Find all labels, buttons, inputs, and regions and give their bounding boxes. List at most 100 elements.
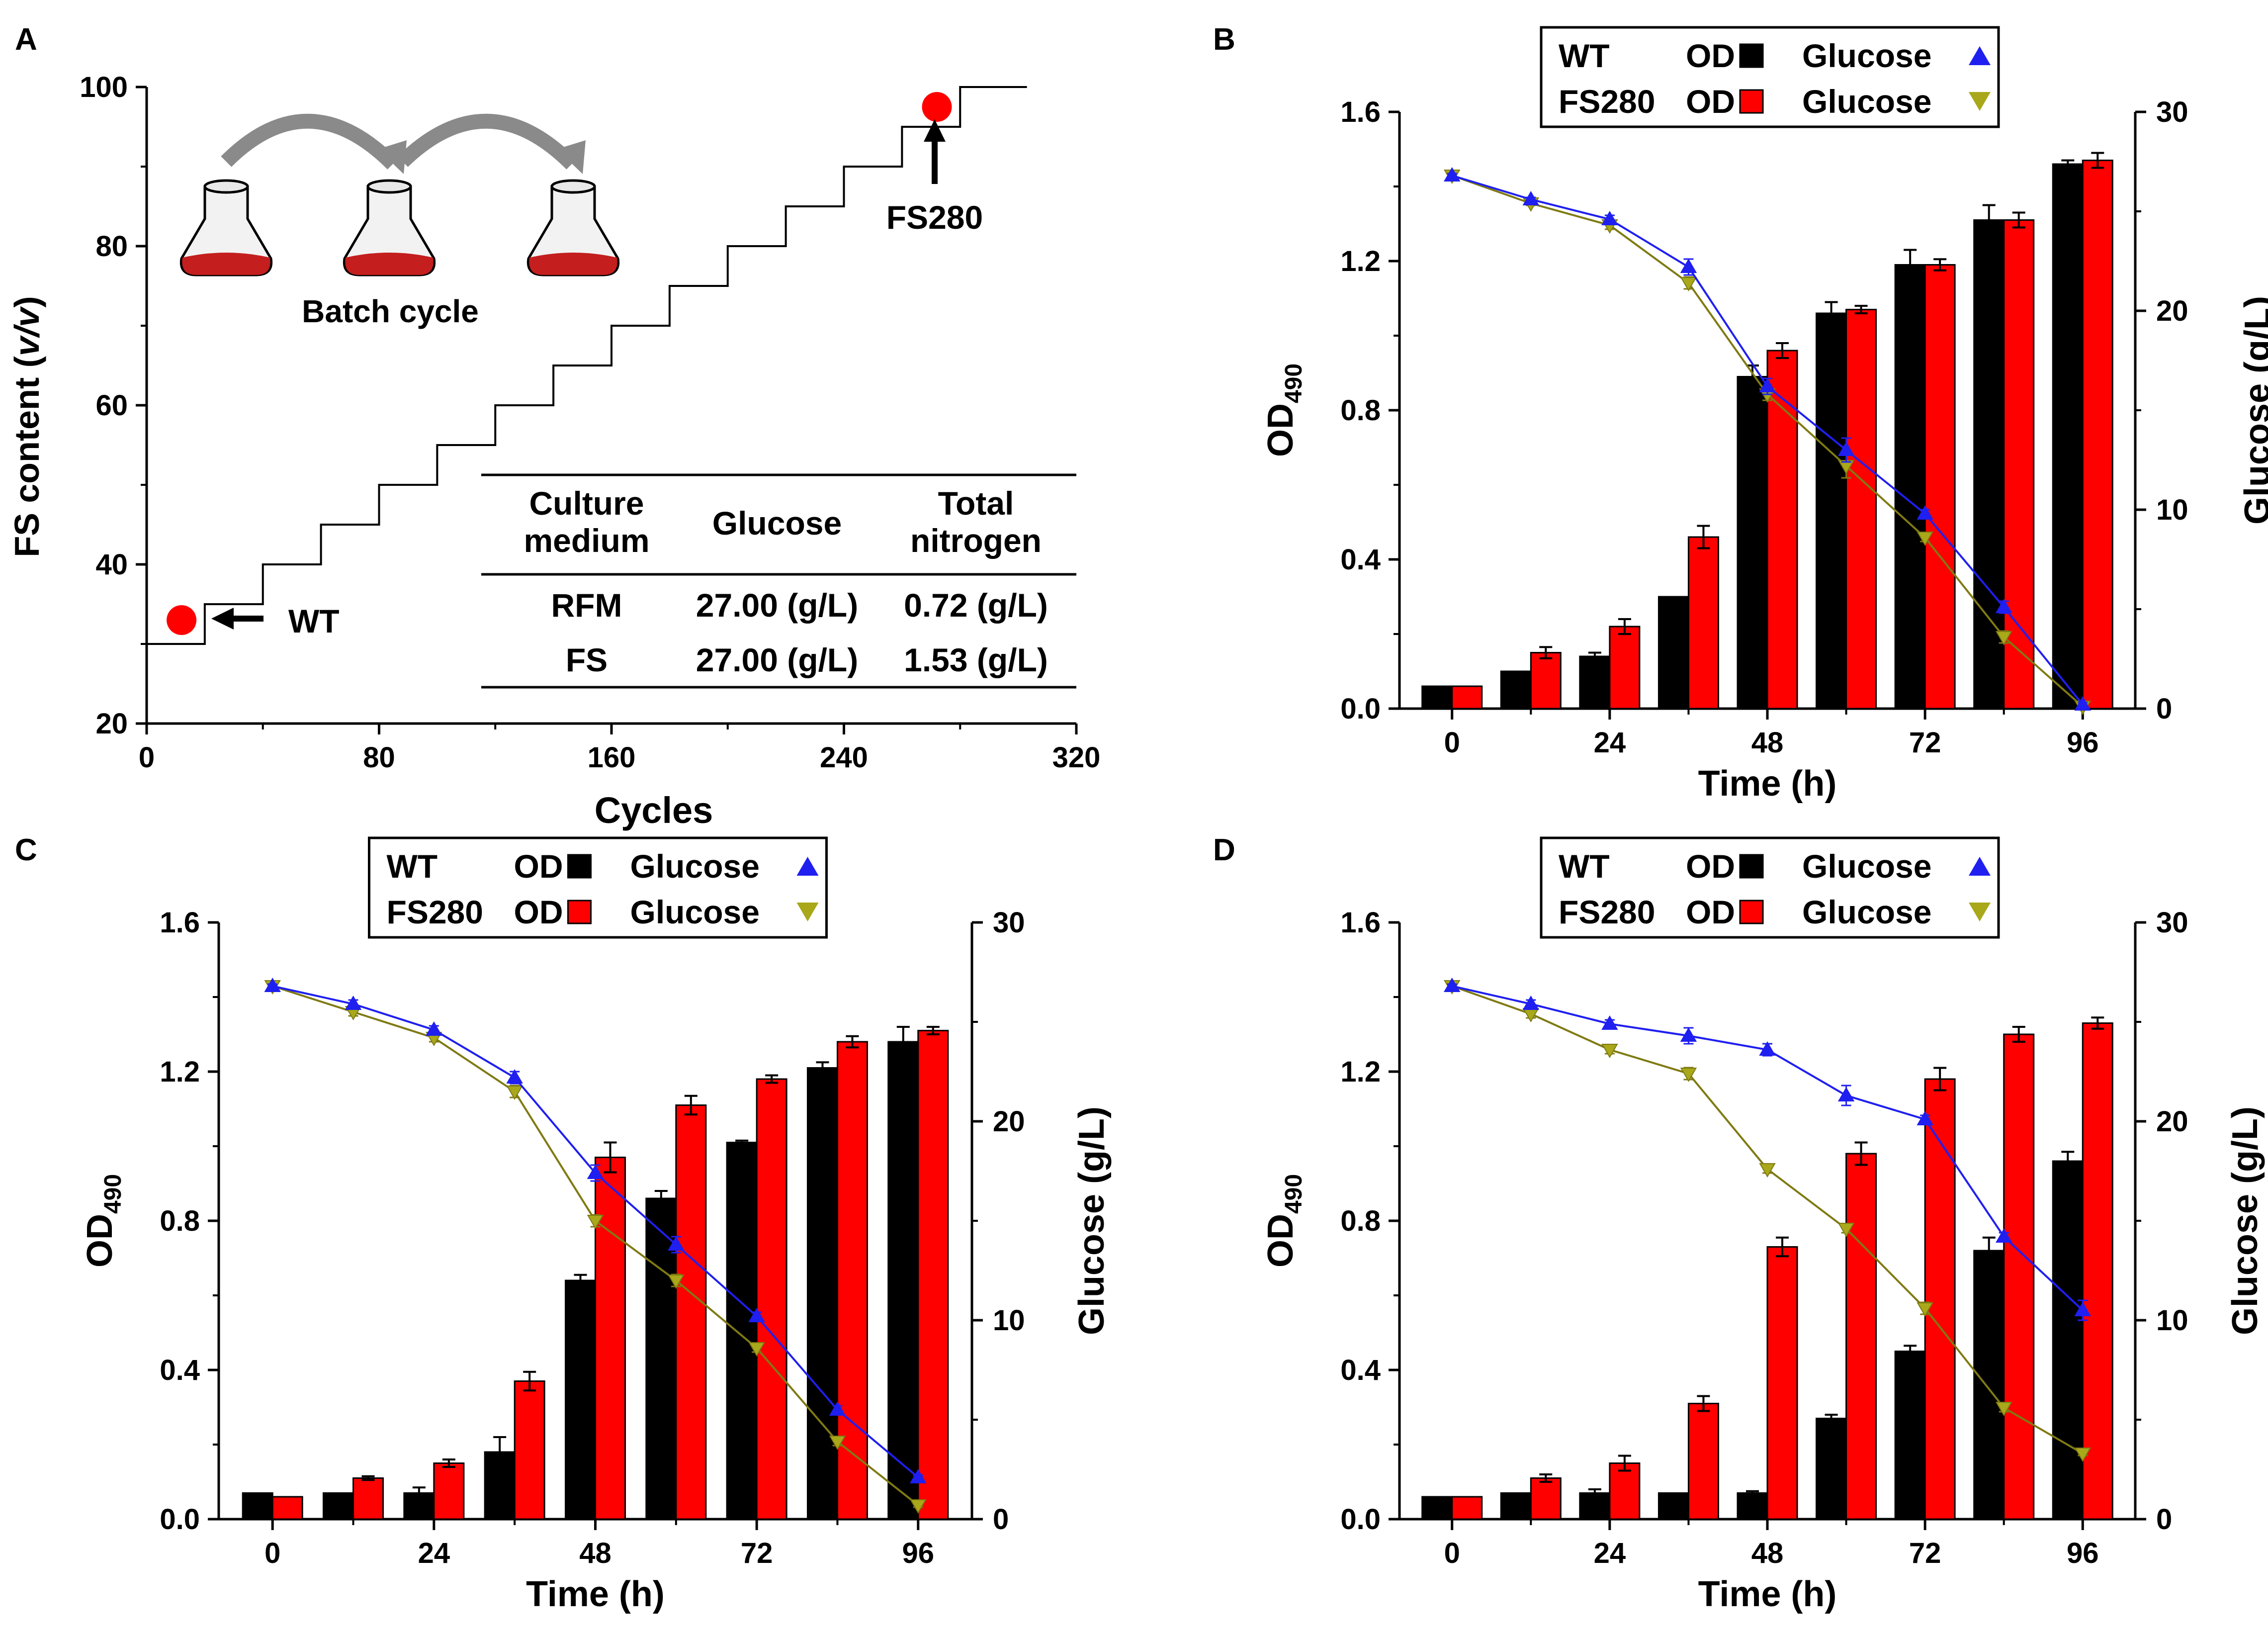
legend-od-label: OD [514,848,563,885]
table-header-nitrogen-line2: nitrogen [910,522,1042,559]
y-tick-label: 60 [95,389,128,422]
legend-strain-wt: WT [387,848,438,885]
y-tick-label: 100 [80,71,128,103]
legend-od-label: OD [514,894,563,930]
table-cell: FS [566,641,608,678]
bar-fs280-od [1687,1403,1719,1520]
bar-fs280-od [1530,652,1562,710]
fs280-annotation: FS280 [886,119,983,236]
legend-glucose-label: Glucose [1802,37,1931,74]
legend-fs280-glucose-marker [1969,903,1991,921]
bar-wt-od [1894,264,1926,710]
glucose-marker-fs280 [1995,1402,2012,1417]
legend-fs280-od-swatch [1739,900,1764,924]
y-tick-label: 40 [95,548,128,581]
y-tick-label-left: 1.2 [160,1056,200,1088]
y-tick-label-left: 0.0 [1340,693,1381,725]
glucose-marker-fs280 [668,1274,685,1289]
y-tick-label: 80 [95,230,128,263]
fs-content-line [147,86,1027,645]
y-axis-title-glucose: Glucose (g/L) [2238,296,2268,525]
bar-fs280-od [514,1380,545,1520]
glucose-marker-wt [1995,598,2012,613]
x-axis-title-time: Time (h) [1698,1574,1837,1614]
y-tick-label-right: 30 [2156,96,2188,128]
bar-wt-od [1894,1351,1926,1520]
bar-fs280-od [595,1157,626,1520]
bar-fs280-od [1609,1462,1641,1520]
x-tick-label: 72 [741,1537,773,1569]
glucose-marker-wt [506,1069,523,1084]
od-title-main: OD [1261,1214,1301,1268]
legend-od-label: OD [1686,894,1735,930]
bar-fs280-od [1845,309,1877,710]
wt-annotation: WT [211,603,340,639]
legend-box [1540,26,2000,128]
y-tick-label-left: 1.6 [1340,907,1381,939]
y-tick-label-right: 30 [2156,907,2188,939]
bar-wt-od [1421,1496,1453,1520]
bar-fs280-od [433,1462,465,1520]
y-axis-title-glucose: Glucose (g/L) [1072,1106,1112,1335]
batch-arrow-2-head [557,140,586,174]
x-tick-label: 80 [363,741,395,774]
glucose-marker-fs280 [1917,1302,1933,1317]
y-tick-label-right: 10 [993,1304,1025,1337]
glucose-marker-wt [1601,210,1618,225]
legend-glucose-label: Glucose [1802,83,1931,120]
bar-fs280-od [1845,1153,1877,1520]
x-axis-title-time: Time (h) [526,1574,665,1614]
glucose-marker-wt [1680,258,1697,273]
y-axis-title-glucose: Glucose (g/L) [2225,1106,2265,1335]
x-tick-label: 48 [1751,727,1784,759]
glucose-marker-wt [1522,190,1540,205]
legend-fs280-od-swatch [567,900,592,924]
panel-a-ylabel: FS content (v/v) [7,296,46,557]
bar-fs280-od [756,1078,787,1520]
flask-icon-1 [179,179,273,276]
fs280-arrow-head [924,119,946,142]
legend-od-label: OD [1686,37,1735,74]
bar-wt-od [323,1492,354,1520]
glucose-marker-fs280 [748,1342,765,1357]
panel-a-ylabel-units: v/v [7,306,46,356]
legend-strain-wt: WT [1559,37,1610,74]
legend-strain-fs280: FS280 [1559,83,1655,120]
batch-arrow-1 [221,113,398,170]
table-header-glucose: Glucose [712,505,842,542]
x-tick-label: 24 [1594,1537,1626,1569]
table-cell: 27.00 (g/L) [696,587,858,624]
bar-wt-od [1816,1418,1847,1520]
y-tick-label-right: 0 [2156,693,2172,725]
glucose-marker-wt [587,1164,604,1179]
glucose-marker-wt [1917,1110,1933,1125]
glucose-marker-wt [426,1021,442,1036]
y-tick-label-left: 0.8 [1340,1205,1381,1237]
y-tick-label-right: 20 [2156,1105,2188,1138]
x-tick-label: 48 [579,1537,611,1569]
y-tick-label-left: 0.4 [160,1354,200,1386]
y-tick-label-left: 1.2 [1340,1056,1381,1088]
bar-fs280-od [675,1104,707,1520]
od-title-subscript: 490 [100,1174,126,1214]
bar-wt-od [242,1492,273,1520]
legend-strain-fs280: FS280 [387,894,483,930]
legend-wt-glucose-marker [1969,857,1991,876]
glucose-marker-fs280 [1601,1044,1618,1059]
x-tick-label: 96 [902,1537,935,1569]
od-title-subscript: 490 [1281,364,1307,403]
bar-fs280-od [352,1477,384,1520]
bar-wt-od [1737,1492,1768,1520]
panel-a-letter: A [15,22,37,57]
fs280-label: FS280 [886,199,983,236]
glucose-marker-wt [1601,1015,1618,1030]
x-tick-label: 0 [1444,1537,1460,1569]
glucose-marker-wt [668,1236,685,1251]
legend-glucose-label: Glucose [630,848,760,885]
od-title-main: OD [1261,403,1301,457]
glucose-marker-wt [910,1468,927,1483]
wt-label: WT [288,603,340,639]
